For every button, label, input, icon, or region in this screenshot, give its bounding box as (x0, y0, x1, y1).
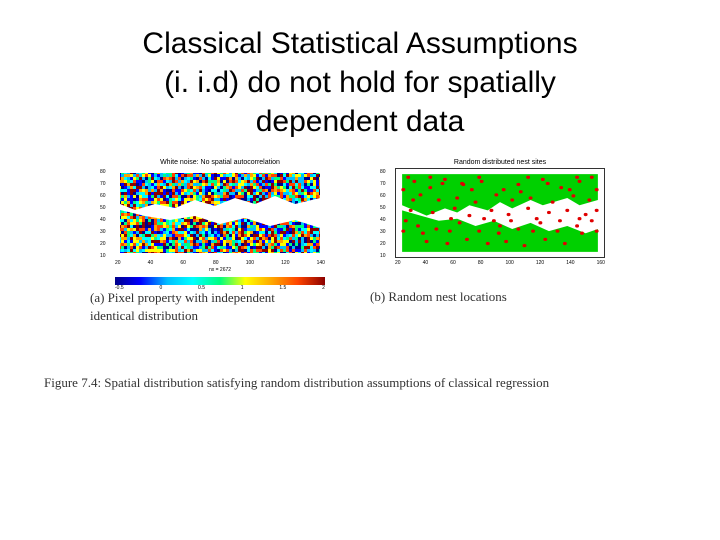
figure-b-caption: (b) Random nest locations (370, 289, 630, 305)
figure-a-column: White noise: No spatial autocorrelation … (90, 159, 350, 324)
figure-a-colorbar-ticks: -0.5 0 0.5 1 1.5 2 (115, 285, 325, 291)
figure-a-colorbar (115, 277, 325, 285)
figure-b-chart: Random distributed nest sites 80 70 60 5… (370, 159, 630, 279)
figure-b-yaxis: 80 70 60 50 40 30 20 10 (380, 169, 386, 259)
figure-a-xaxis: 20 40 60 80 100 120 140 (115, 260, 325, 266)
figure-b-column: Random distributed nest sites 80 70 60 5… (370, 159, 630, 324)
figure-a-nx-label: nx = 2672 (90, 267, 350, 273)
figure-a-plot (115, 168, 325, 258)
figure-a-yaxis: 80 70 60 50 40 30 20 10 (100, 169, 106, 259)
figure-a-caption: (a) Pixel property with independent iden… (90, 289, 290, 324)
figure-b-plot (395, 168, 605, 258)
figure-row: White noise: No spatial autocorrelation … (40, 159, 680, 324)
slide-title: Classical Statistical Assumptions (i. i.… (40, 24, 680, 141)
figure-main-caption: Figure 7.4: Spatial distribution satisfy… (40, 374, 680, 392)
figure-b-chart-title: Random distributed nest sites (370, 159, 630, 166)
figure-b-xaxis: 20 40 60 80 100 120 140 160 (395, 260, 605, 266)
title-line-2: (i. i.d) do not hold for spatially (164, 66, 556, 99)
figure-a-chart: White noise: No spatial autocorrelation … (90, 159, 350, 279)
title-line-3: dependent data (256, 105, 465, 138)
noise-map-svg (115, 168, 325, 258)
title-line-1: Classical Statistical Assumptions (142, 27, 577, 60)
figure-a-chart-title: White noise: No spatial autocorrelation (90, 159, 350, 166)
nest-map-svg (396, 169, 604, 257)
